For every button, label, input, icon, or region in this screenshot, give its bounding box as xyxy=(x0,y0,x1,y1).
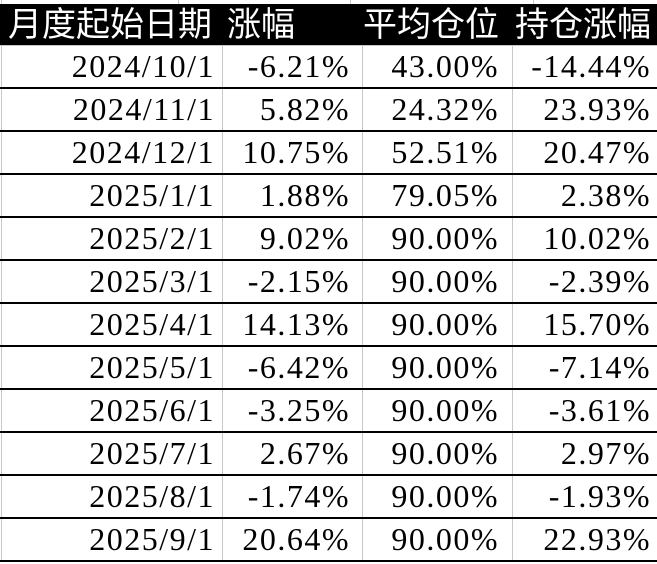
header-cell-change[interactable]: 涨幅 xyxy=(227,7,295,44)
cell-change[interactable]: 10.75% xyxy=(222,132,362,173)
cell-holding-change[interactable]: 22.93% xyxy=(512,519,657,560)
cell-avg-position[interactable]: 52.51% xyxy=(362,132,512,173)
table-row: 2024/10/1 -6.21% 43.00% -14.44% xyxy=(0,46,657,89)
cell-change[interactable]: 14.13% xyxy=(222,304,362,345)
table-row: 2025/4/1 14.13% 90.00% 15.70% xyxy=(0,304,657,347)
cell-holding-change[interactable]: 15.70% xyxy=(512,304,657,345)
cell-holding-change[interactable]: 2.38% xyxy=(512,175,657,216)
cell-start-date[interactable]: 2025/3/1 xyxy=(89,263,215,299)
header-cell-avg-position[interactable]: 平均仓位 xyxy=(363,7,499,44)
cell-change[interactable]: 20.64% xyxy=(222,519,362,560)
cell-start-date[interactable]: 2025/1/1 xyxy=(89,177,215,213)
cell-avg-position[interactable]: 90.00% xyxy=(362,304,512,345)
cell-avg-position[interactable]: 43.00% xyxy=(362,46,512,87)
cell-change[interactable]: -2.15% xyxy=(222,261,362,302)
cell-start-date[interactable]: 2025/5/1 xyxy=(89,349,215,385)
cell-change[interactable]: -3.25% xyxy=(222,390,362,431)
cell-start-date[interactable]: 2025/9/1 xyxy=(89,521,215,557)
cell-avg-position[interactable]: 90.00% xyxy=(362,476,512,517)
table-row: 2025/1/1 1.88% 79.05% 2.38% xyxy=(0,175,657,218)
cell-change[interactable]: 1.88% xyxy=(222,175,362,216)
cell-avg-position[interactable]: 90.00% xyxy=(362,347,512,388)
cell-change[interactable]: 9.02% xyxy=(222,218,362,259)
cell-change[interactable]: 2.67% xyxy=(222,433,362,474)
gridline-tick xyxy=(178,0,179,4)
table-row: 2025/5/1 -6.42% 90.00% -7.14% xyxy=(0,347,657,390)
cell-holding-change[interactable]: -2.39% xyxy=(512,261,657,302)
table-header-row: 月度起始日期 涨幅 平均仓位 持仓涨幅 xyxy=(0,4,657,46)
cell-avg-position[interactable]: 90.00% xyxy=(362,433,512,474)
cell-avg-position[interactable]: 24.32% xyxy=(362,89,512,130)
cell-change[interactable]: -6.21% xyxy=(222,46,362,87)
cell-change[interactable]: 5.82% xyxy=(222,89,362,130)
header-cell-start-date[interactable]: 月度起始日期 xyxy=(8,7,212,44)
cell-holding-change[interactable]: 2.97% xyxy=(512,433,657,474)
table-row: 2025/9/1 20.64% 90.00% 22.93% xyxy=(0,519,657,562)
table-row: 2024/11/1 5.82% 24.32% 23.93% xyxy=(0,89,657,132)
cell-change[interactable]: -6.42% xyxy=(222,347,362,388)
table-row: 2025/7/1 2.67% 90.00% 2.97% xyxy=(0,433,657,476)
cell-change[interactable]: -1.74% xyxy=(222,476,362,517)
cell-avg-position[interactable]: 90.00% xyxy=(362,519,512,560)
cell-holding-change[interactable]: 23.93% xyxy=(512,89,657,130)
cell-avg-position[interactable]: 90.00% xyxy=(362,261,512,302)
table-row: 2025/2/1 9.02% 90.00% 10.02% xyxy=(0,218,657,261)
cell-holding-change[interactable]: -14.44% xyxy=(512,46,657,87)
cell-holding-change[interactable]: -3.61% xyxy=(512,390,657,431)
cell-avg-position[interactable]: 90.00% xyxy=(362,390,512,431)
cell-avg-position[interactable]: 90.00% xyxy=(362,218,512,259)
table-row: 2025/3/1 -2.15% 90.00% -2.39% xyxy=(0,261,657,304)
cell-start-date[interactable]: 2024/11/1 xyxy=(72,91,215,127)
cell-start-date[interactable]: 2025/8/1 xyxy=(89,478,215,514)
cell-holding-change[interactable]: -1.93% xyxy=(512,476,657,517)
cell-holding-change[interactable]: -7.14% xyxy=(512,347,657,388)
left-gridline xyxy=(1,0,2,562)
cell-start-date[interactable]: 2025/7/1 xyxy=(89,435,215,471)
gridline-tick xyxy=(533,0,534,4)
cell-start-date[interactable]: 2024/10/1 xyxy=(71,48,215,84)
cell-start-date[interactable]: 2025/6/1 xyxy=(89,392,215,428)
cell-holding-change[interactable]: 10.02% xyxy=(512,218,657,259)
cell-start-date[interactable]: 2025/2/1 xyxy=(89,220,215,256)
gridline-tick xyxy=(350,0,351,4)
cell-holding-change[interactable]: 20.47% xyxy=(512,132,657,173)
cell-start-date[interactable]: 2025/4/1 xyxy=(89,306,215,342)
header-cell-holding-change[interactable]: 持仓涨幅 xyxy=(515,7,651,44)
table-body: 2024/10/1 -6.21% 43.00% -14.44% 2024/11/… xyxy=(0,46,657,562)
cell-start-date[interactable]: 2024/12/1 xyxy=(71,134,215,170)
table-row: 2024/12/1 10.75% 52.51% 20.47% xyxy=(0,132,657,175)
table-row: 2025/8/1 -1.74% 90.00% -1.93% xyxy=(0,476,657,519)
table-row: 2025/6/1 -3.25% 90.00% -3.61% xyxy=(0,390,657,433)
cell-avg-position[interactable]: 79.05% xyxy=(362,175,512,216)
